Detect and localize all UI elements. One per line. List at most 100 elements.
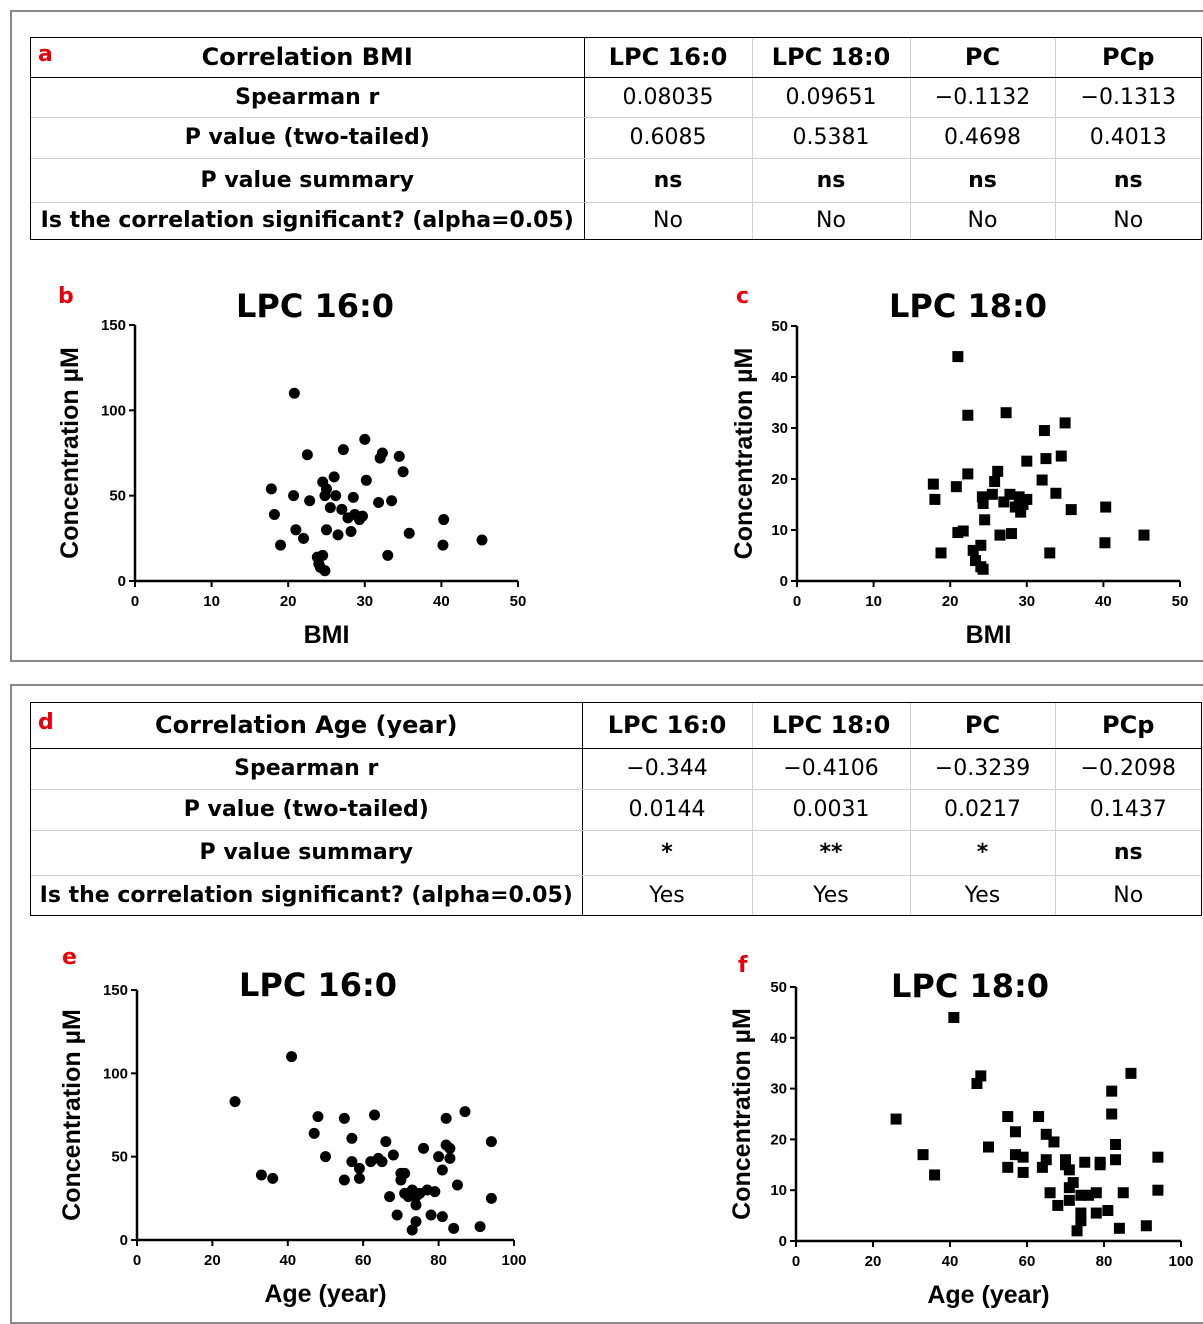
y-tick-label: 0	[120, 1232, 128, 1249]
table-cell: ns	[1054, 158, 1201, 203]
x-tick-label: 40	[279, 1252, 296, 1269]
data-point-square	[1000, 407, 1012, 419]
data-point-square	[948, 1011, 960, 1023]
x-tick-label: 30	[356, 593, 373, 610]
data-point-square	[1002, 1161, 1014, 1173]
table-cell: −0.4106	[751, 748, 910, 790]
y-tick-label: 20	[771, 471, 788, 488]
x-axis-label: Age (year)	[264, 1280, 386, 1308]
data-point-square	[1117, 1187, 1129, 1199]
data-point-circle	[353, 1162, 365, 1174]
table-cell: −0.344	[581, 748, 752, 790]
table-row: Spearman r 0.08035 0.09651 −0.1132 −0.1313	[31, 77, 1201, 118]
data-point-square	[1075, 1189, 1087, 1201]
data-point-square	[1138, 529, 1150, 541]
data-point-square	[1017, 1166, 1029, 1178]
data-point-square	[975, 539, 987, 551]
row-label: Is the correlation significant? (alpha=0…	[40, 208, 574, 234]
data-point-square	[1055, 450, 1067, 462]
data-point-square	[967, 544, 979, 556]
table-cell: No	[1054, 202, 1201, 239]
y-tick-label: 40	[770, 1030, 787, 1047]
data-point-square	[1090, 1207, 1102, 1219]
data-point-circle	[265, 483, 277, 495]
x-tick-label: 20	[865, 1253, 882, 1270]
data-point-square	[989, 476, 1001, 488]
data-point-circle	[324, 502, 336, 514]
y-tick-label: 30	[770, 1081, 787, 1098]
data-point-circle	[336, 503, 348, 515]
data-point-circle	[433, 1151, 445, 1163]
data-point-square	[1036, 1161, 1048, 1173]
table-cell: No	[583, 202, 752, 239]
table-cell: *	[581, 830, 752, 876]
data-point-square	[1052, 1199, 1064, 1211]
data-point-circle	[418, 1142, 430, 1154]
data-point-square	[1110, 1154, 1122, 1166]
data-point-circle	[387, 1149, 399, 1161]
data-point-square	[1075, 1215, 1087, 1227]
data-point-circle	[345, 526, 357, 538]
table-row: Is the correlation significant? (alpha=0…	[31, 875, 1201, 915]
data-point-circle	[440, 1112, 452, 1124]
table-cell: 0.08035	[583, 77, 752, 118]
x-tick-label: 50	[510, 593, 527, 610]
data-point-square	[927, 478, 939, 490]
y-tick-label: 150	[103, 982, 128, 999]
row-label: Spearman r	[31, 748, 582, 790]
data-point-square	[1140, 1220, 1152, 1232]
data-point-square	[983, 1141, 994, 1153]
data-point-circle	[347, 491, 359, 503]
table-cell: 0.6085	[583, 117, 752, 159]
data-point-circle	[382, 549, 394, 561]
data-point-square	[1083, 1189, 1095, 1201]
data-point-circle	[319, 565, 331, 577]
data-point-circle	[410, 1199, 422, 1211]
data-point-square	[1004, 488, 1016, 500]
data-point-circle	[321, 483, 332, 495]
table-cell: −0.3239	[909, 748, 1055, 790]
data-point-square	[1044, 1187, 1056, 1199]
table-row: Is the correlation significant? (alpha=0…	[31, 202, 1201, 239]
y-tick-label: 0	[779, 1233, 787, 1250]
table-cell: ns	[583, 158, 752, 203]
data-point-circle	[298, 532, 310, 544]
data-point-circle	[376, 1156, 388, 1168]
x-tick-label: 30	[1018, 593, 1035, 610]
x-axis-label: BMI	[966, 621, 1012, 649]
data-points	[927, 351, 1150, 575]
data-point-square	[1071, 1225, 1083, 1237]
table-cell: 0.5381	[751, 117, 910, 159]
y-tick-label: 20	[770, 1131, 787, 1148]
table-cell: Yes	[581, 875, 752, 915]
data-point-square	[1033, 1111, 1045, 1123]
table-cell: ns	[751, 158, 910, 203]
x-tick-label: 50	[1172, 593, 1189, 610]
y-tick-label: 0	[780, 573, 788, 590]
data-point-square	[1094, 1159, 1106, 1171]
data-point-circle	[474, 1221, 486, 1233]
table-cell: **	[751, 830, 910, 876]
data-point-circle	[268, 508, 280, 520]
data-point-square	[979, 514, 991, 526]
data-point-circle	[459, 1106, 471, 1118]
x-tick-label: 100	[1168, 1253, 1193, 1270]
data-point-square	[994, 529, 1006, 541]
table-title: Correlation Age (year)	[31, 703, 582, 749]
data-point-square	[962, 468, 974, 480]
data-point-square	[986, 488, 998, 500]
x-axis-label: BMI	[304, 621, 350, 649]
data-point-circle	[373, 496, 385, 508]
column-header: PC	[909, 38, 1055, 78]
data-point-square	[1009, 1149, 1021, 1161]
data-point-circle	[451, 1179, 463, 1191]
x-tick-label: 60	[1019, 1253, 1036, 1270]
scatter-chart-bmi-lpc160: b LPC 16:0 0 10 20 30 40 50 0 50 100 150 BMI Concentr…	[56, 284, 527, 649]
data-point-circle	[359, 433, 371, 445]
panel-label: b	[58, 284, 74, 309]
data-point-circle	[301, 449, 313, 461]
y-tick-label: 100	[103, 1065, 128, 1082]
row-label: Spearman r	[31, 77, 584, 118]
data-point-square	[1044, 547, 1056, 559]
data-point-square	[1038, 425, 1050, 437]
